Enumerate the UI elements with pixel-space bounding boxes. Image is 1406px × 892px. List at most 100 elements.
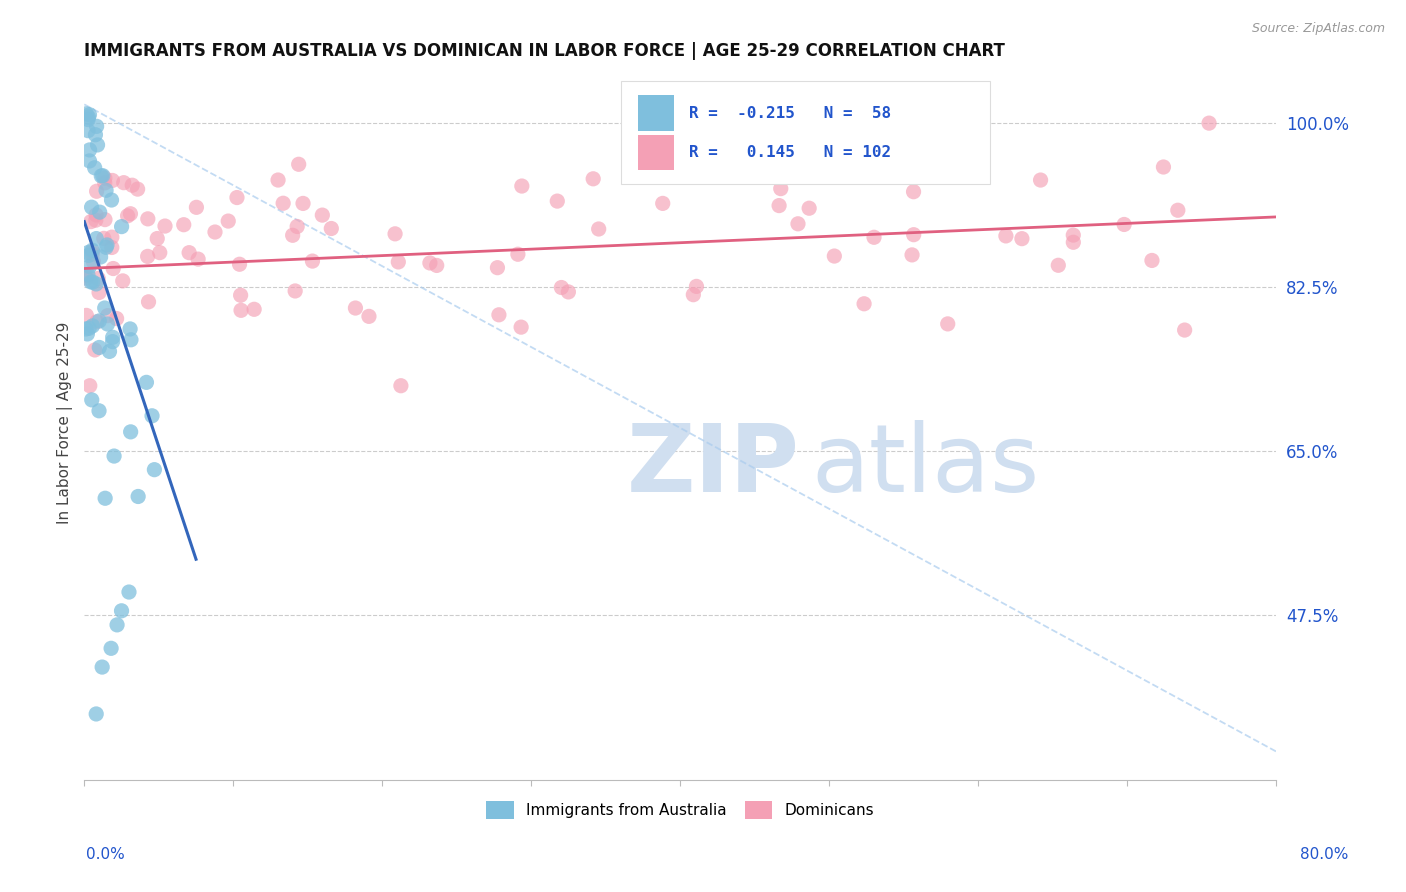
Point bbox=[287, 157, 309, 171]
Point bbox=[86, 315, 108, 329]
Point bbox=[76, 326, 98, 341]
Point bbox=[101, 334, 124, 349]
Point bbox=[994, 228, 1017, 243]
Point bbox=[321, 221, 343, 235]
Point bbox=[105, 618, 128, 632]
Point bbox=[84, 277, 107, 291]
Point bbox=[82, 244, 104, 259]
Point bbox=[84, 706, 107, 721]
Point bbox=[94, 183, 117, 197]
Point bbox=[853, 297, 876, 311]
Point bbox=[903, 185, 925, 199]
Point bbox=[94, 176, 117, 190]
Point bbox=[94, 240, 117, 254]
Point bbox=[173, 218, 195, 232]
Point bbox=[863, 230, 886, 244]
Point bbox=[101, 230, 124, 244]
Point bbox=[1140, 253, 1163, 268]
Point bbox=[82, 275, 104, 289]
Point bbox=[76, 245, 98, 260]
Point bbox=[226, 190, 249, 204]
Point bbox=[217, 214, 239, 228]
Point bbox=[138, 294, 160, 309]
Point bbox=[510, 179, 533, 194]
Point bbox=[799, 201, 821, 215]
Point bbox=[79, 260, 101, 274]
Point bbox=[75, 271, 97, 285]
Bar bbox=[638, 95, 675, 131]
Point bbox=[127, 182, 149, 196]
Point bbox=[77, 123, 100, 137]
Point bbox=[118, 585, 141, 599]
Point bbox=[1011, 232, 1033, 246]
Point bbox=[1029, 173, 1052, 187]
Point bbox=[301, 254, 323, 268]
Point bbox=[136, 211, 159, 226]
Point bbox=[105, 311, 128, 326]
Point bbox=[344, 301, 367, 315]
Point bbox=[651, 196, 673, 211]
Point bbox=[94, 171, 117, 186]
Point bbox=[100, 641, 122, 656]
Point bbox=[98, 344, 121, 359]
Point bbox=[1152, 160, 1174, 174]
FancyBboxPatch shape bbox=[620, 81, 990, 185]
Point bbox=[89, 205, 111, 219]
Point bbox=[90, 250, 112, 264]
Point bbox=[506, 247, 529, 261]
Text: atlas: atlas bbox=[811, 420, 1039, 512]
Point bbox=[87, 285, 110, 300]
Point bbox=[84, 128, 107, 142]
Point bbox=[149, 245, 172, 260]
Point bbox=[75, 268, 97, 283]
Point bbox=[769, 181, 792, 195]
Point bbox=[426, 259, 449, 273]
Point bbox=[110, 604, 132, 618]
Point bbox=[103, 449, 125, 463]
Point bbox=[96, 238, 118, 252]
Point bbox=[582, 171, 605, 186]
Point bbox=[79, 108, 101, 122]
Point bbox=[903, 227, 925, 242]
Point bbox=[387, 255, 409, 269]
Point bbox=[120, 322, 142, 336]
Point bbox=[84, 208, 107, 222]
Point bbox=[179, 245, 201, 260]
Point bbox=[284, 284, 307, 298]
Point bbox=[91, 169, 114, 183]
Point bbox=[101, 240, 124, 254]
Point bbox=[384, 227, 406, 241]
Point bbox=[1114, 218, 1136, 232]
Point bbox=[588, 222, 610, 236]
Point bbox=[186, 200, 208, 214]
Point bbox=[510, 320, 533, 334]
Point bbox=[229, 303, 252, 318]
Point bbox=[90, 169, 112, 183]
Text: Source: ZipAtlas.com: Source: ZipAtlas.com bbox=[1251, 22, 1385, 36]
Point bbox=[136, 249, 159, 263]
Point bbox=[80, 392, 103, 407]
Point bbox=[86, 231, 108, 245]
Point bbox=[75, 107, 97, 121]
Text: ZIP: ZIP bbox=[627, 420, 800, 512]
Point bbox=[77, 110, 100, 124]
Point bbox=[101, 330, 124, 344]
Point bbox=[127, 490, 149, 504]
Point bbox=[87, 271, 110, 285]
Point bbox=[141, 409, 163, 423]
Point bbox=[120, 207, 142, 221]
Point bbox=[79, 153, 101, 168]
Point bbox=[1062, 235, 1084, 250]
Point bbox=[79, 143, 101, 157]
Point bbox=[146, 231, 169, 245]
Point bbox=[97, 309, 120, 323]
Point bbox=[281, 228, 304, 243]
Point bbox=[143, 463, 166, 477]
Point bbox=[311, 208, 333, 222]
Point bbox=[682, 287, 704, 301]
Point bbox=[285, 219, 308, 234]
Point bbox=[419, 256, 441, 270]
Text: R =  -0.215   N =  58: R = -0.215 N = 58 bbox=[689, 105, 890, 120]
Point bbox=[357, 310, 380, 324]
Point bbox=[89, 314, 111, 328]
